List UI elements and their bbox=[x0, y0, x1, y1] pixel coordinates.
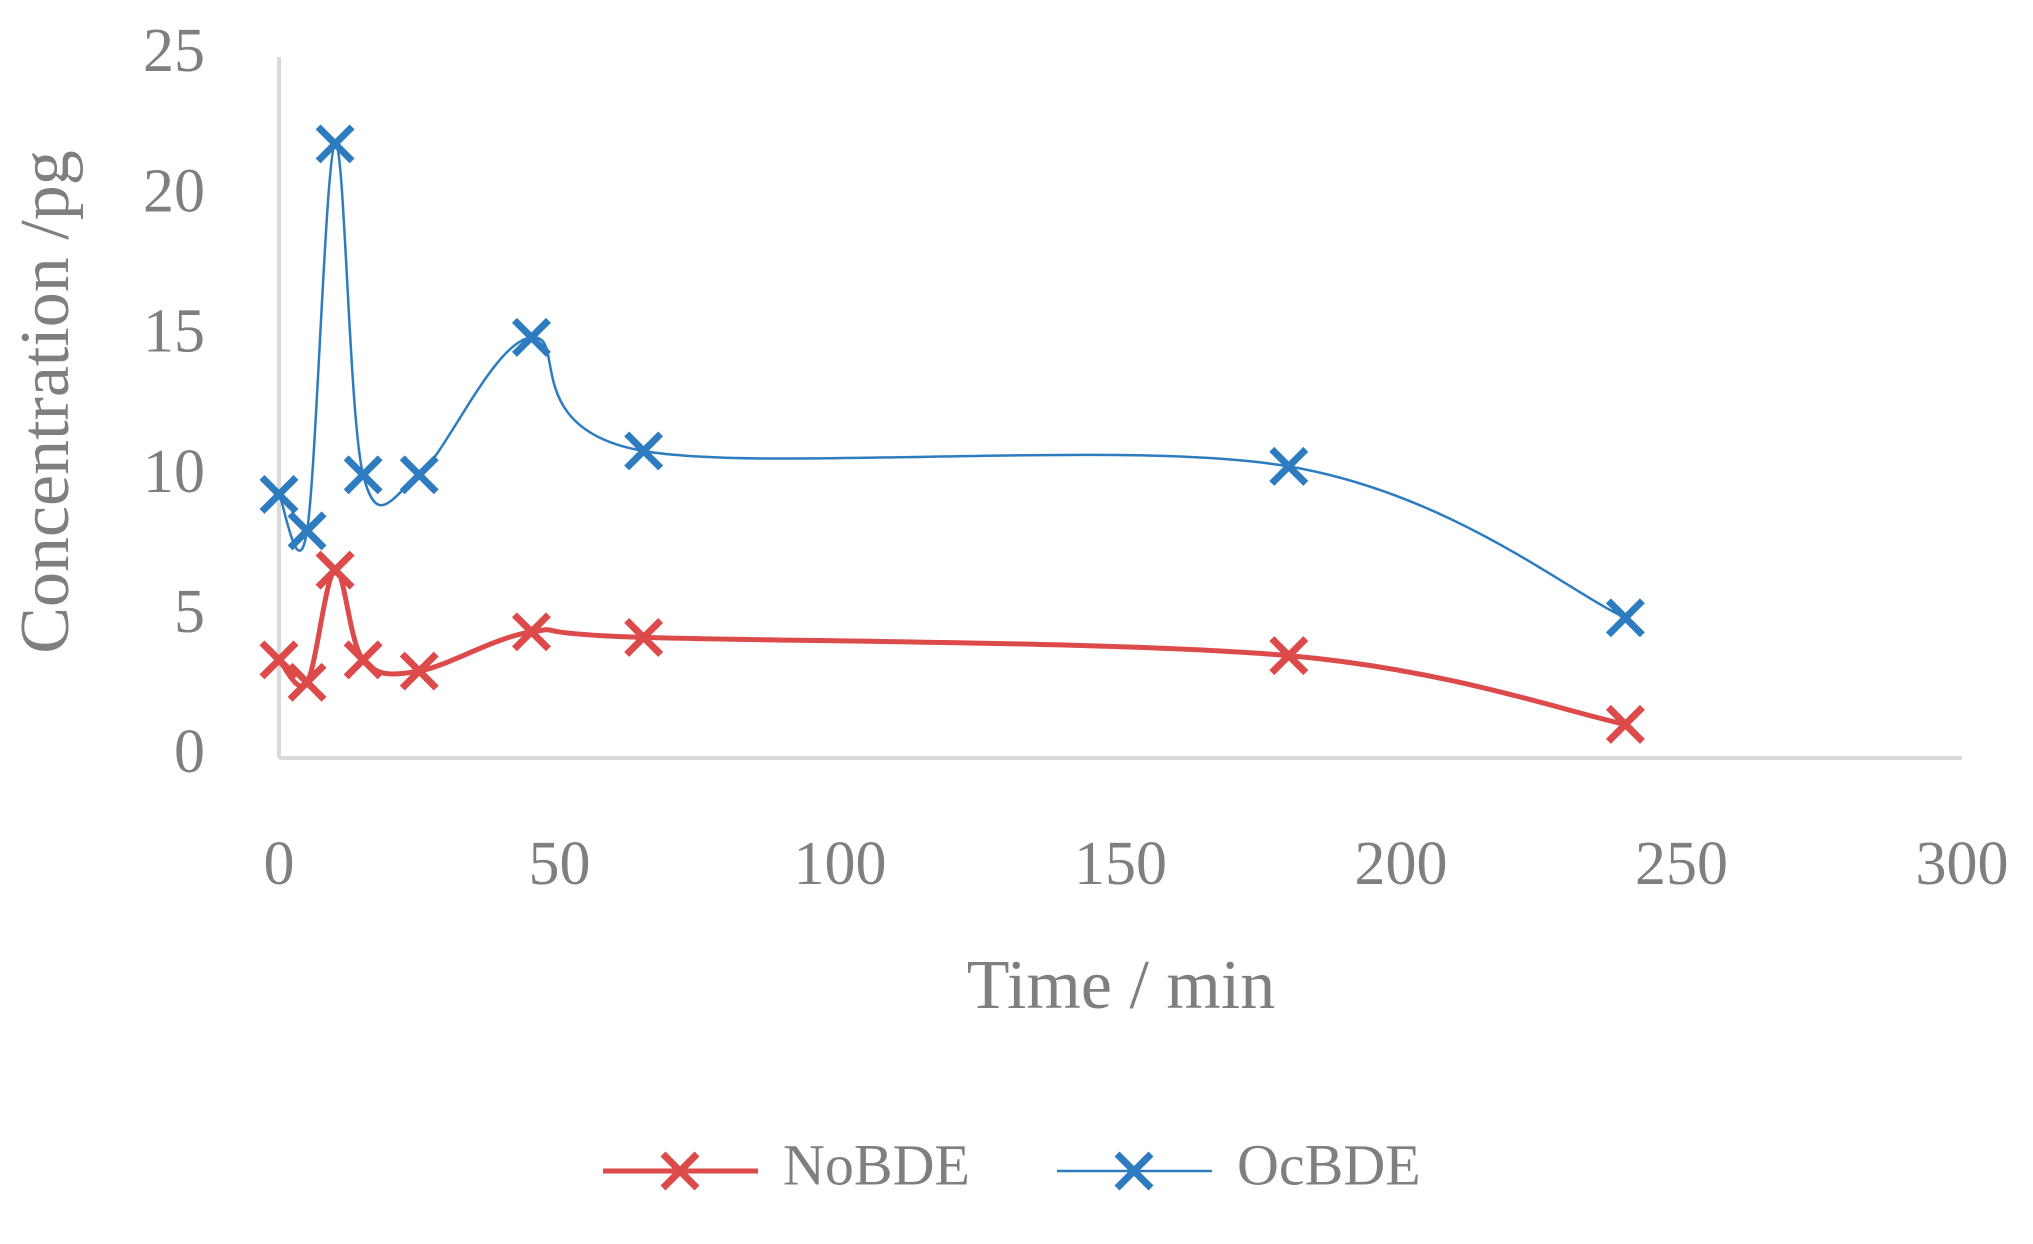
marker bbox=[1605, 704, 1645, 744]
y-tick-label: 15 bbox=[143, 298, 205, 366]
y-tick-label: 20 bbox=[143, 157, 205, 225]
x-tick-label: 50 bbox=[529, 830, 591, 898]
series-line bbox=[277, 567, 1626, 727]
marker bbox=[343, 455, 383, 495]
x-tick-label: 0 bbox=[264, 830, 295, 898]
y-tick-label: 0 bbox=[174, 718, 205, 786]
marker bbox=[399, 455, 439, 495]
marker bbox=[1605, 598, 1645, 638]
marker bbox=[511, 612, 551, 652]
x-tick-label: 300 bbox=[1916, 830, 2009, 898]
marker bbox=[1269, 636, 1309, 676]
legend-marker bbox=[660, 1151, 700, 1191]
x-axis-title: Time / min bbox=[967, 947, 1276, 1024]
marker bbox=[624, 431, 664, 471]
marker bbox=[259, 474, 299, 514]
series-line bbox=[277, 142, 1626, 619]
marker bbox=[315, 550, 355, 590]
x-tick-label: 100 bbox=[794, 830, 887, 898]
y-tick-label: 25 bbox=[143, 17, 205, 85]
marker bbox=[624, 617, 664, 657]
x-tick-label: 150 bbox=[1074, 830, 1167, 898]
marker bbox=[259, 640, 299, 680]
legend-marker bbox=[1114, 1151, 1154, 1191]
legend-label: NoBDE bbox=[783, 1132, 970, 1197]
marker bbox=[1269, 446, 1309, 486]
marker bbox=[287, 662, 327, 702]
marker bbox=[287, 511, 327, 551]
marker bbox=[343, 640, 383, 680]
y-axis-title: Concentration /pg bbox=[7, 150, 84, 654]
x-tick-label: 250 bbox=[1635, 830, 1728, 898]
x-tick-label: 200 bbox=[1355, 830, 1448, 898]
marker bbox=[315, 124, 355, 164]
marker bbox=[511, 317, 551, 357]
legend-label: OcBDE bbox=[1237, 1132, 1421, 1197]
marker bbox=[399, 651, 439, 691]
y-tick-label: 5 bbox=[174, 578, 205, 646]
y-tick-label: 10 bbox=[143, 438, 205, 506]
